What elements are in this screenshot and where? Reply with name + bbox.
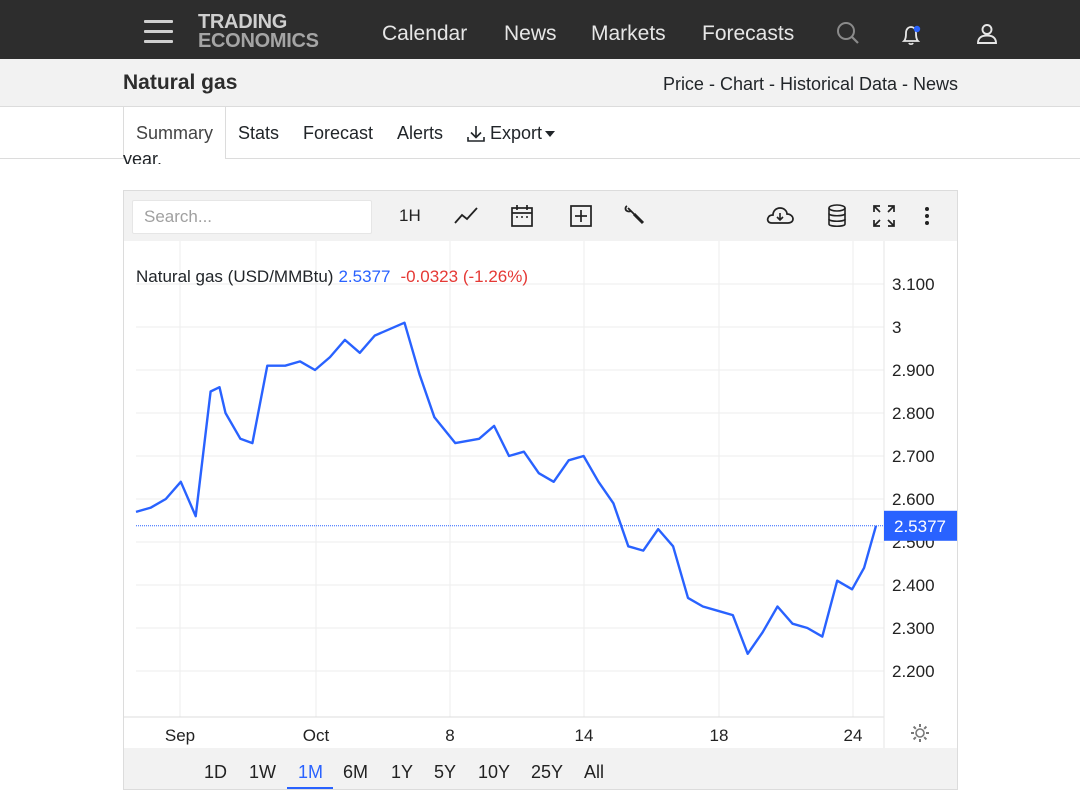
range-5y[interactable]: 5Y bbox=[434, 762, 457, 782]
nav-forecasts[interactable]: Forecasts bbox=[702, 22, 795, 45]
nav-calendar[interactable]: Calendar bbox=[382, 22, 468, 45]
svg-text:2.5377: 2.5377 bbox=[894, 517, 946, 536]
wrench-icon[interactable] bbox=[623, 203, 649, 229]
add-indicator-icon[interactable] bbox=[568, 203, 594, 229]
search-icon[interactable] bbox=[836, 21, 860, 45]
tab-forecast[interactable]: Forecast bbox=[303, 123, 374, 143]
chart-type-line-icon[interactable] bbox=[453, 203, 479, 229]
cloud-download-icon[interactable] bbox=[765, 203, 795, 229]
price-chart[interactable]: 3.10032.9002.8002.7002.6002.5002.4002.30… bbox=[124, 241, 957, 748]
chart-widget: 1H bbox=[123, 190, 958, 790]
symbol-search-input[interactable] bbox=[132, 200, 372, 234]
top-navbar: TRADING ECONOMICS Calendar News Markets … bbox=[0, 0, 1080, 59]
page-title: Natural gas bbox=[123, 71, 238, 94]
chart-toolbar: 1H bbox=[124, 191, 957, 241]
series-line-natural-gas bbox=[135, 321, 878, 655]
tab-bar: Summary Stats Forecast Alerts Export bbox=[0, 107, 1080, 159]
tab-summary-label: Summary bbox=[136, 123, 214, 143]
y-tick-label: 3.100 bbox=[892, 275, 935, 294]
range-1m[interactable]: 1M bbox=[298, 762, 324, 782]
interval-button[interactable]: 1H bbox=[399, 206, 421, 225]
partial-paragraph-text: year. bbox=[123, 150, 163, 164]
x-tick-label: 8 bbox=[445, 726, 454, 745]
x-tick-label: Oct bbox=[303, 726, 330, 745]
range-10y[interactable]: 10Y bbox=[478, 762, 511, 782]
page-sublinks[interactable]: Price - Chart - Historical Data - News bbox=[662, 74, 958, 94]
x-tick-label: 18 bbox=[710, 726, 729, 745]
y-tick-label: 2.600 bbox=[892, 490, 935, 509]
fullscreen-icon[interactable] bbox=[871, 203, 897, 229]
x-tick-label: 24 bbox=[844, 726, 863, 745]
hamburger-menu-icon[interactable] bbox=[144, 20, 173, 44]
range-25y[interactable]: 25Y bbox=[531, 762, 564, 782]
x-tick-label: 14 bbox=[575, 726, 594, 745]
range-selector: 1D 1W 1M 6M 1Y 5Y 10Y 25Y All bbox=[124, 748, 957, 789]
page-header: Natural gas Price - Chart - Historical D… bbox=[0, 59, 1080, 107]
range-1w[interactable]: 1W bbox=[249, 762, 276, 782]
user-icon[interactable] bbox=[975, 22, 999, 46]
y-tick-label: 2.400 bbox=[892, 576, 935, 595]
legend-label: Natural gas (USD/MMBtu) 2.5377 -0.0323 (-1… bbox=[136, 267, 528, 286]
download-icon bbox=[467, 125, 485, 142]
nav-news[interactable]: News bbox=[504, 22, 557, 45]
brand-logo[interactable]: TRADING ECONOMICS bbox=[198, 11, 319, 52]
range-6m[interactable]: 6M bbox=[343, 762, 369, 782]
logo-line-1: TRADING bbox=[198, 11, 288, 33]
y-tick-label: 3 bbox=[892, 318, 901, 337]
last-price-label: 2.5377 bbox=[884, 510, 957, 541]
tab-stats[interactable]: Stats bbox=[238, 123, 280, 143]
chevron-down-icon bbox=[545, 130, 556, 137]
x-tick-label: Sep bbox=[165, 726, 195, 745]
settings-icon[interactable] bbox=[911, 724, 929, 742]
tab-export[interactable]: Export bbox=[466, 123, 556, 144]
range-1y[interactable]: 1Y bbox=[391, 762, 414, 782]
bell-icon[interactable] bbox=[899, 22, 925, 48]
y-tick-label: 2.200 bbox=[892, 662, 935, 681]
nav-markets[interactable]: Markets bbox=[591, 22, 666, 45]
database-icon[interactable] bbox=[825, 203, 849, 229]
calendar-icon[interactable] bbox=[509, 203, 535, 229]
tab-summary[interactable]: Summary bbox=[123, 107, 226, 159]
y-tick-label: 2.700 bbox=[892, 447, 935, 466]
more-options-icon[interactable] bbox=[917, 203, 937, 229]
range-all[interactable]: All bbox=[584, 762, 605, 782]
y-tick-label: 2.800 bbox=[892, 404, 935, 423]
y-tick-label: 2.900 bbox=[892, 361, 935, 380]
logo-line-2: ECONOMICS bbox=[198, 30, 319, 52]
range-1d[interactable]: 1D bbox=[204, 762, 228, 782]
range-active-indicator bbox=[287, 787, 333, 789]
tab-export-label: Export bbox=[490, 123, 543, 143]
tab-alerts[interactable]: Alerts bbox=[397, 123, 444, 143]
y-tick-label: 2.300 bbox=[892, 619, 935, 638]
